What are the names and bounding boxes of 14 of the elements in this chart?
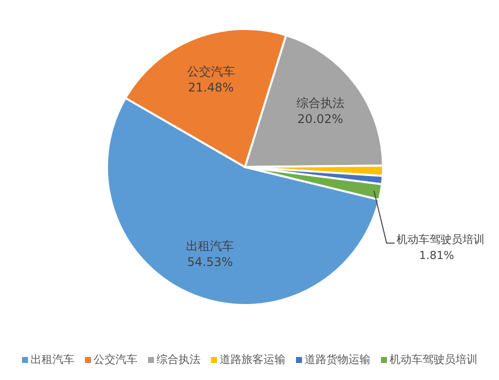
legend-label: 道路旅客运输 — [218, 352, 286, 367]
legend-label: 公交汽车 — [92, 352, 138, 367]
slice-label: 机动车驾驶员培训 — [396, 233, 485, 246]
legend-label: 道路货物运输 — [304, 352, 370, 367]
data-label: 1.81% — [419, 249, 454, 262]
slice-label: 出租汽车 — [186, 239, 234, 254]
data-label: 20.02% — [297, 112, 344, 126]
slice-label: 综合执法 — [296, 96, 344, 110]
slice-label: 公交汽车 — [186, 64, 235, 79]
legend-label: 综合执法 — [156, 352, 200, 367]
data-label: 21.48% — [188, 80, 234, 95]
data-label: 54.53% — [187, 255, 233, 270]
legend-label: 机动车驾驶员培训 — [388, 352, 478, 367]
legend-label: 出租汽车 — [30, 352, 74, 367]
